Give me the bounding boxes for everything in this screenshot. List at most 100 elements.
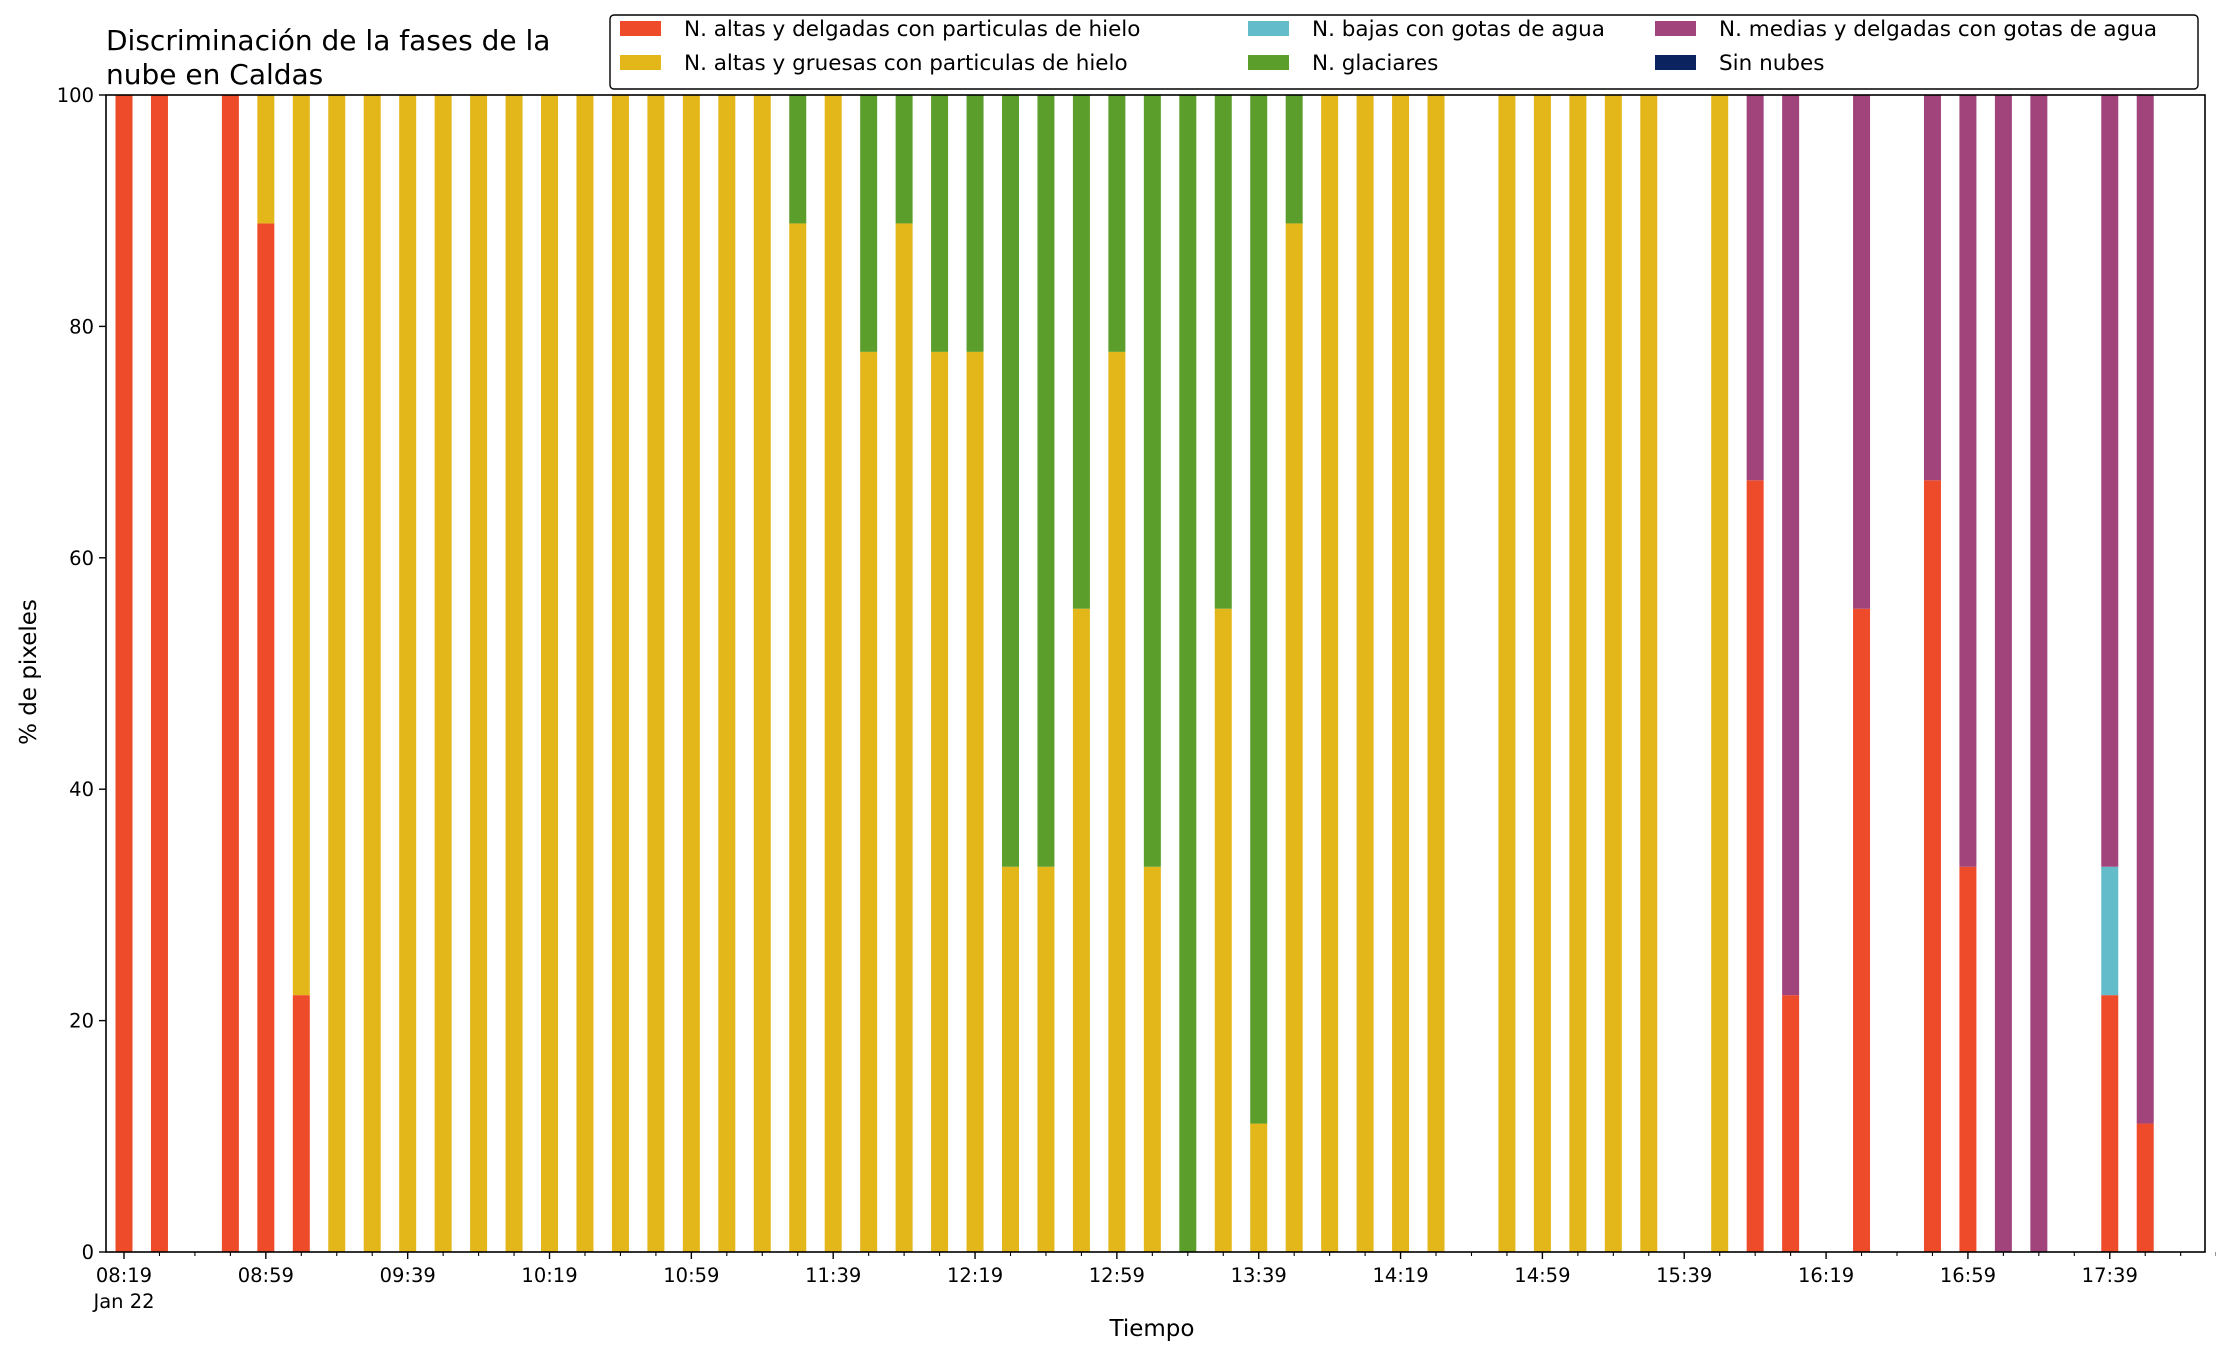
x-tick-label-1059: 10:59 — [663, 1264, 719, 1287]
bars-group — [115, 95, 2154, 1253]
legend: N. altas y delgadas con particulas de hi… — [609, 14, 2199, 90]
chart-title-line-2: nube en Caldas — [106, 58, 323, 91]
bar-1319-series-3 — [1179, 95, 1197, 1252]
bar-1609-series-0 — [1782, 995, 1800, 1252]
x-tick-label-1619: 16:19 — [1798, 1264, 1854, 1287]
bar-1519-series-1 — [1604, 95, 1622, 1252]
bar-1349-series-3 — [1285, 95, 1303, 224]
bar-0909-series-0 — [292, 995, 310, 1252]
bar-1449-series-1 — [1498, 95, 1516, 1252]
bar-1649-series-0 — [1923, 480, 1941, 1252]
x-tick-label-1139: 11:39 — [805, 1264, 861, 1287]
bar-1329-series-3 — [1214, 95, 1232, 609]
bar-1559-series-4 — [1746, 95, 1764, 481]
bar-1249-series-3 — [1072, 95, 1090, 609]
bar-1139-series-1 — [824, 95, 842, 1252]
bar-1209-series-1 — [931, 351, 949, 1253]
bar-1129-series-3 — [789, 95, 807, 224]
plot-frame — [105, 94, 2206, 1253]
x-tick-label-0819: 08:19 — [96, 1264, 152, 1287]
bar-1549-series-1 — [1711, 95, 1729, 1252]
bar-1309-series-3 — [1143, 95, 1161, 867]
x-tick-label-1219: 12:19 — [947, 1264, 1003, 1287]
y-axis-label: % de pixeles — [16, 599, 42, 745]
x-tick-label-1659: 16:59 — [1940, 1264, 1996, 1287]
bar-1339-series-1 — [1250, 1123, 1268, 1252]
bar-1159-series-1 — [895, 223, 913, 1253]
legend-label-2: N. bajas con gotas de agua — [1312, 17, 1605, 42]
bar-1629-series-4 — [1853, 95, 1871, 609]
bar-1239-series-1 — [1037, 866, 1055, 1252]
bar-1019-series-1 — [541, 95, 559, 1252]
bar-0849-series-0 — [221, 95, 239, 1252]
bar-1159-series-3 — [895, 95, 913, 224]
bar-1609-series-4 — [1782, 95, 1800, 996]
bar-1259-series-1 — [1108, 351, 1126, 1253]
x-tick-label-1259: 12:59 — [1089, 1264, 1145, 1287]
bar-0919-series-1 — [328, 95, 346, 1252]
legend-swatch-1 — [620, 55, 661, 70]
bar-1749-series-4 — [2136, 95, 2154, 1124]
bar-1109-series-1 — [718, 95, 736, 1252]
bar-1739-series-2 — [2101, 866, 2119, 996]
bar-1739-series-4 — [2101, 95, 2119, 867]
bar-1219-series-3 — [966, 95, 984, 352]
bar-0949-series-1 — [434, 95, 452, 1252]
legend-label-0: N. altas y delgadas con particulas de hi… — [684, 17, 1140, 42]
bar-1119-series-1 — [753, 95, 771, 1252]
x-tick-sublabel: Jan 22 — [91, 1290, 154, 1313]
axes-group — [105, 94, 2206, 1253]
bar-1739-series-0 — [2101, 995, 2119, 1252]
x-tick-label-1019: 10:19 — [521, 1264, 577, 1287]
bar-1329-series-1 — [1214, 608, 1232, 1252]
bar-0829-series-0 — [150, 95, 168, 1252]
legend-swatch-3 — [1248, 55, 1289, 70]
bar-1039-series-1 — [611, 95, 629, 1252]
bar-1359-series-1 — [1321, 95, 1339, 1252]
bar-1749-series-0 — [2136, 1123, 2154, 1252]
y-tick-label-0: 0 — [82, 1241, 94, 1264]
bar-1559-series-0 — [1746, 480, 1764, 1252]
legend-label-3: N. glaciares — [1312, 51, 1438, 76]
bar-0939-series-1 — [399, 95, 417, 1252]
legend-box — [609, 14, 2199, 90]
x-tick-label-1419: 14:19 — [1372, 1264, 1428, 1287]
bar-1029-series-1 — [576, 95, 594, 1252]
bar-1419-series-1 — [1392, 95, 1410, 1252]
x-tick-label-1459: 14:59 — [1514, 1264, 1570, 1287]
bar-1239-series-3 — [1037, 95, 1055, 867]
bar-1219-series-1 — [966, 351, 984, 1253]
legend-label-5: Sin nubes — [1719, 51, 1824, 76]
x-tick-label-0859: 08:59 — [238, 1264, 294, 1287]
x-tick-label-1539: 15:39 — [1656, 1264, 1712, 1287]
bar-1249-series-1 — [1072, 608, 1090, 1252]
bar-1209-series-3 — [931, 95, 949, 352]
y-tick-label-60: 60 — [69, 547, 94, 570]
bar-1309-series-1 — [1143, 866, 1161, 1252]
bar-0929-series-1 — [363, 95, 381, 1252]
x-tick-label-0939: 09:39 — [380, 1264, 436, 1287]
bar-1709-series-4 — [1994, 95, 2012, 1252]
x-tick-label-1339: 13:39 — [1231, 1264, 1287, 1287]
ticks-group: 0 20 40 60 80 100 08:19 08:59 09:39 10:19 10:59 11:… — [57, 84, 2216, 1313]
legend-swatch-5 — [1655, 55, 1696, 70]
legend-label-4: N. medias y delgadas con gotas de agua — [1719, 17, 2157, 42]
bar-1529-series-1 — [1640, 95, 1658, 1252]
bar-0819-series-0 — [115, 95, 133, 1252]
bar-0859-series-1 — [257, 95, 275, 224]
bar-1149-series-3 — [860, 95, 878, 352]
legend-swatch-2 — [1248, 21, 1289, 36]
chart-title-line-1: Discriminación de la fases de la — [106, 24, 550, 57]
bar-1459-series-1 — [1533, 95, 1551, 1252]
bar-1659-series-0 — [1959, 866, 1977, 1252]
chart-title: Discriminación de la fases de la nube en… — [106, 24, 550, 91]
bar-1229-series-1 — [1002, 866, 1019, 1252]
y-tick-label-20: 20 — [69, 1010, 94, 1033]
bar-1009-series-1 — [505, 95, 523, 1252]
bar-1049-series-1 — [647, 95, 665, 1252]
bar-1259-series-3 — [1108, 95, 1126, 352]
bar-1659-series-4 — [1959, 95, 1977, 867]
bar-1409-series-1 — [1356, 95, 1374, 1252]
